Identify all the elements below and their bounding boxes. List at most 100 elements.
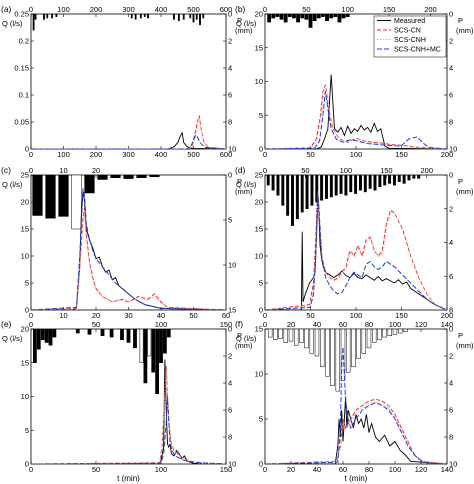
y2-tick-label: 0 [228, 171, 232, 180]
rain-bar [320, 329, 325, 368]
y-tick-label: 5 [259, 415, 263, 424]
rain-bar [283, 329, 289, 343]
rain-bar [372, 329, 377, 343]
y-tick-label: 10 [21, 252, 29, 261]
top-x-tick-label: 200 [90, 5, 103, 14]
series-line-scs-cn [265, 84, 447, 149]
rain-bar [377, 329, 382, 341]
rain-bar [46, 14, 49, 19]
rain-bar [84, 175, 95, 194]
x-tick-label: 200 [441, 311, 454, 320]
y2-tick-label: 2 [228, 37, 232, 46]
y-axis-label: Q (l/s) [2, 19, 23, 28]
rain-bar [300, 175, 304, 213]
panel-e-data [31, 329, 226, 464]
y-tick-label: 5 [259, 111, 263, 120]
x-tick-label: 300 [122, 150, 135, 159]
rain-bar [361, 329, 367, 354]
rain-bar [337, 14, 342, 23]
y-tick-label: 15 [255, 325, 263, 334]
series-line-measured [265, 396, 447, 464]
x-tick-label: 150 [395, 311, 408, 320]
rain-bar [305, 175, 309, 209]
rain-bar [397, 175, 401, 182]
x-tick-label: 200 [90, 150, 103, 159]
x-tick-label: 80 [365, 465, 373, 474]
top-x-tick-label: 60 [339, 320, 347, 329]
rain-bar [304, 14, 309, 20]
rain-bar [163, 329, 167, 354]
y2-tick-label: 4 [449, 379, 453, 388]
rain-bar [334, 175, 338, 196]
rain-bar [58, 175, 69, 217]
y2-axis-unit: (mm) [456, 341, 474, 350]
panel-a-frame [30, 13, 227, 150]
x-tick-label: 100 [350, 311, 363, 320]
x-tick-label: 100 [389, 465, 402, 474]
x-tick-label: 150 [395, 150, 408, 159]
y2-tick-label: 8 [449, 433, 453, 442]
y2-tick-label: 5 [228, 216, 232, 225]
rain-bar [344, 175, 348, 196]
rain-bar [382, 329, 387, 338]
series-line-measured [265, 74, 447, 149]
top-x-tick-label: 150 [220, 320, 233, 329]
top-x-tick-label: 200 [421, 166, 434, 175]
rain-bar [356, 329, 361, 359]
series-line-scs-cnh-mc [31, 134, 226, 149]
rain-bar [123, 175, 134, 179]
rain-bar [166, 329, 171, 338]
rain-bar [40, 329, 45, 341]
x-axis-label: t (min) [117, 474, 140, 483]
top-x-tick-label: 10 [59, 166, 67, 175]
rain-bar [126, 329, 131, 343]
y-tick-label: 5 [25, 426, 29, 435]
y-tick-label: 0 [25, 460, 29, 469]
top-x-tick-label: 120 [415, 320, 428, 329]
legend: Measured SCS-CN SCS-CNH SCS-CNH+MC [373, 15, 447, 58]
y2-tick-label: 2 [228, 352, 232, 361]
rain-bar [100, 329, 105, 336]
x-tick-label: 50 [306, 150, 314, 159]
x-tick-label: 0 [263, 150, 267, 159]
x-tick-label: 0 [29, 311, 33, 320]
y2-tick-label: 4 [449, 64, 453, 73]
series-line-scs-cnh-mc [31, 396, 226, 464]
panel-label: (f) [235, 319, 243, 329]
legend-entry: Measured [394, 18, 425, 25]
y2-tick-label: 6 [449, 272, 453, 281]
rain-bar [387, 329, 393, 336]
rain-bar [312, 14, 317, 21]
panel-label: (d) [235, 165, 246, 175]
x-tick-label: 200 [441, 150, 454, 159]
x-axis-label: t (min) [345, 474, 368, 483]
top-x-tick-label: 20 [92, 166, 100, 175]
x-tick-label: 60 [222, 311, 230, 320]
series-line-scs-cn [265, 398, 447, 464]
top-x-tick-label: 80 [365, 320, 373, 329]
rain-bar [363, 175, 367, 193]
x-tick-label: 500 [187, 150, 200, 159]
rain-bar [120, 329, 124, 341]
series-line-scs-cnh-mc [31, 188, 226, 310]
rain-bar [314, 329, 320, 357]
y-tick-label: 20 [21, 198, 29, 207]
rain-bar [287, 14, 292, 17]
top-x-tick-label: 140 [441, 320, 454, 329]
rain-bar [292, 14, 296, 19]
rain-bar [195, 14, 198, 20]
rain-bar [346, 329, 351, 373]
rain-bar [358, 175, 362, 191]
rain-bar [159, 329, 163, 363]
y2-axis-label: P [458, 331, 463, 340]
rain-bar [55, 14, 58, 17]
rain-bar [202, 14, 205, 19]
rain-bar [366, 329, 372, 349]
x-tick-label: 600 [220, 150, 233, 159]
top-x-tick-label: 20 [287, 320, 295, 329]
panel-label: (e) [1, 319, 12, 329]
rain-bar [173, 14, 175, 20]
series-line-measured [31, 359, 226, 464]
rain-bar [325, 175, 328, 199]
y2-axis-unit: (mm) [235, 341, 253, 350]
